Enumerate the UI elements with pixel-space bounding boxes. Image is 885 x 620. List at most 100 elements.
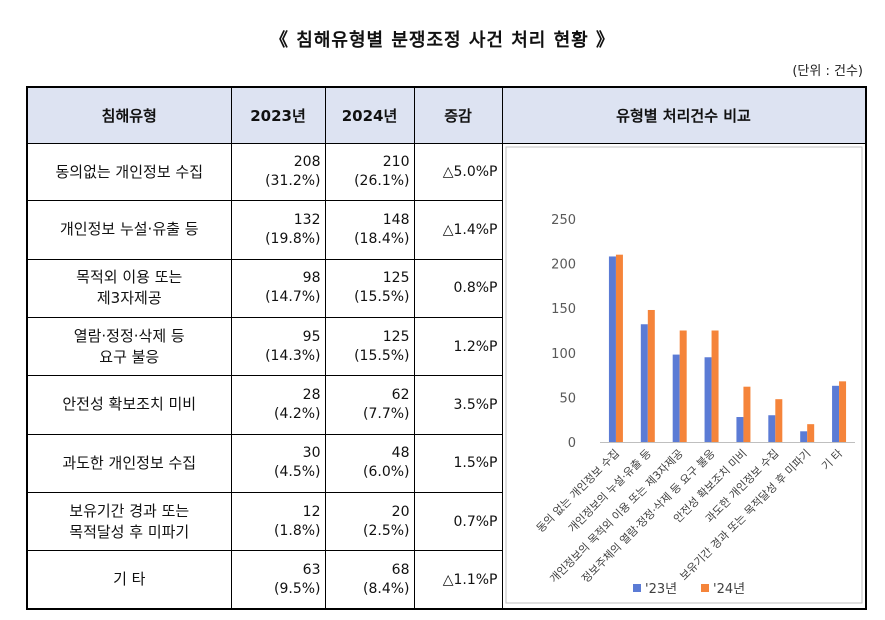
change-cell: 1.5%P	[413, 433, 503, 493]
share-2024: (8.4%)	[363, 580, 410, 597]
bar-2023	[799, 431, 807, 442]
bar-2023	[831, 385, 839, 442]
header-2023: 2023년	[230, 86, 326, 144]
share-2024: (2.5%)	[363, 522, 410, 539]
count-2023: 98	[302, 270, 321, 287]
change-cell: 0.8%P	[413, 258, 503, 318]
count-2023: 28	[302, 386, 321, 403]
type-line-2: 목적달성 후 미파기	[69, 522, 190, 541]
type-cell: 동의없는 개인정보 수집	[26, 142, 232, 202]
change-cell: 0.7%P	[413, 491, 503, 552]
legend-swatch	[700, 584, 709, 592]
type-line-1: 동의없는 개인정보 수집	[55, 162, 204, 181]
count-2024: 148	[382, 211, 410, 228]
count-2023: 208	[293, 154, 321, 171]
type-line-1: 목적외 이용 또는	[76, 268, 183, 287]
bar-2023	[704, 357, 712, 442]
unit-label: (단위 : 건수)	[792, 64, 863, 79]
count-2024: 125	[382, 328, 410, 345]
legend-swatch	[632, 584, 641, 592]
share-2023: (14.7%)	[265, 289, 321, 306]
y-tick-label: 0	[567, 436, 575, 451]
count-2024: 48	[391, 445, 410, 462]
bar-2023	[672, 354, 680, 442]
bar-2024	[679, 330, 687, 442]
count-2024: 20	[391, 503, 410, 520]
value-2023-cell: 63 (9.5%)	[230, 550, 326, 610]
share-2023: (9.5%)	[274, 580, 321, 597]
type-cell: 기 타	[26, 550, 232, 610]
share-2024: (7.7%)	[363, 405, 410, 422]
count-2024: 125	[382, 270, 410, 287]
header-chart: 유형별 처리건수 비교	[501, 86, 866, 144]
y-tick-label: 150	[551, 302, 576, 317]
count-2023: 12	[302, 503, 321, 520]
value-2024-cell: 48 (6.0%)	[324, 433, 415, 493]
bar-2024	[806, 424, 814, 442]
value-2024-cell: 20 (2.5%)	[324, 491, 415, 552]
count-2023: 30	[302, 445, 321, 462]
table-row: 개인정보 누설·유출 등 132 (19.8%) 148 (18.4%) △1.4%…	[26, 200, 866, 260]
change-cell: 3.5%P	[413, 375, 503, 435]
type-line-1: 안전성 확보조치 미비	[62, 395, 197, 414]
page-title: 《 침해유형별 분쟁조정 사건 처리 현황 》	[270, 30, 615, 51]
type-line-1: 보유기간 경과 또는	[69, 501, 190, 520]
share-2023: (14.3%)	[265, 347, 321, 364]
count-2023: 95	[302, 328, 321, 345]
bar-2023	[608, 256, 616, 442]
bar-2024	[647, 309, 655, 442]
value-2024-cell: 62 (7.7%)	[324, 375, 415, 435]
count-2023: 132	[293, 211, 321, 228]
y-tick-label: 200	[551, 258, 576, 273]
share-2023: (4.2%)	[274, 405, 321, 422]
table-row: 안전성 확보조치 미비 28 (4.2%) 62 (7.7%) 3.5%P	[26, 375, 866, 435]
table-row: 열람·정정·삭제 등 요구 불응 95 (14.3%) 125 (15.5%) 1.2…	[26, 316, 866, 377]
share-2023: (19.8%)	[265, 230, 321, 247]
bar-2024	[615, 254, 623, 442]
share-2023: (1.8%)	[274, 522, 321, 539]
change-cell: △5.0%P	[413, 142, 503, 202]
value-2023-cell: 132 (19.8%)	[230, 200, 326, 260]
count-2024: 62	[391, 386, 410, 403]
value-2023-cell: 12 (1.8%)	[230, 491, 326, 552]
share-2024: (15.5%)	[354, 347, 410, 364]
y-tick-label: 100	[551, 347, 576, 362]
share-2024: (15.5%)	[354, 289, 410, 306]
type-cell: 과도한 개인정보 수집	[26, 433, 232, 493]
value-2024-cell: 210 (26.1%)	[324, 142, 415, 202]
count-2024: 210	[382, 154, 410, 171]
type-line-2: 제3자제공	[96, 289, 162, 308]
type-line-1: 열람·정정·삭제 등	[73, 326, 185, 345]
share-2023: (4.5%)	[274, 464, 321, 481]
count-2024: 68	[391, 561, 410, 578]
table-row: 기 타 63 (9.5%) 68 (8.4%) △1.1%P	[26, 550, 866, 610]
type-line-1: 개인정보 누설·유출 등	[59, 220, 199, 239]
table-row: 과도한 개인정보 수집 30 (4.5%) 48 (6.0%) 1.5%P	[26, 433, 866, 493]
value-2024-cell: 125 (15.5%)	[324, 258, 415, 318]
bar-2024	[774, 399, 782, 442]
bar-2023	[767, 415, 775, 442]
value-2023-cell: 98 (14.7%)	[230, 258, 326, 318]
share-2024: (6.0%)	[363, 464, 410, 481]
value-2024-cell: 68 (8.4%)	[324, 550, 415, 610]
change-cell: △1.1%P	[413, 550, 503, 610]
share-2024: (26.1%)	[354, 173, 410, 190]
value-2023-cell: 30 (4.5%)	[230, 433, 326, 493]
share-2024: (18.4%)	[354, 230, 410, 247]
chart-cell: 0 50 100 150 200 250 동의 없는 개인정보 수집 개인정보의 누설·유출 …	[501, 143, 866, 610]
type-line-1: 기 타	[113, 570, 146, 589]
type-line-1: 과도한 개인정보 수집	[62, 453, 197, 472]
type-cell: 안전성 확보조치 미비	[26, 375, 232, 435]
bar-2024	[742, 386, 750, 442]
legend-label: '24년	[713, 582, 745, 597]
value-2023-cell: 208 (31.2%)	[230, 142, 326, 202]
bar-2023	[735, 417, 743, 442]
bar-2024	[711, 330, 719, 442]
y-tick-label: 50	[559, 391, 576, 406]
value-2024-cell: 148 (18.4%)	[324, 200, 415, 260]
bar-2024	[838, 381, 846, 442]
value-2023-cell: 28 (4.2%)	[230, 375, 326, 435]
